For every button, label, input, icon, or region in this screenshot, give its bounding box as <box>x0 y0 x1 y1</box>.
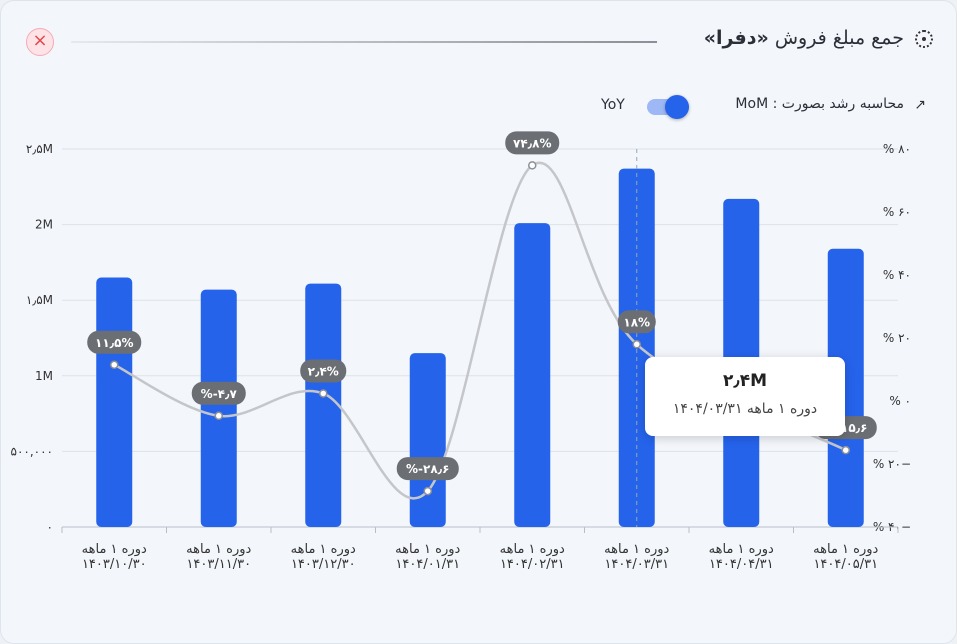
close-icon[interactable]: × <box>26 28 54 56</box>
y-tick-label-left: ۵۰۰,۰۰۰ <box>11 444 54 458</box>
growth-point <box>528 161 537 170</box>
yoy-label: YoY <box>601 97 625 113</box>
x-tick-label: دوره ۱ ماهه <box>395 542 460 557</box>
y-tick-label-right: ۴۰ % <box>883 268 911 282</box>
x-tick-label-date: ۱۴۰۴/۰۱/۳۱ <box>395 557 460 572</box>
bar <box>409 353 446 527</box>
y-tick-label-right: ۰ % <box>889 394 911 408</box>
growth-data-label: ۱۸% <box>623 315 650 329</box>
growth-data-label: ۷۴٫۸% <box>513 136 552 150</box>
growth-point <box>423 486 432 496</box>
x-tick-label-date: ۱۴۰۴/۰۳/۳۱ <box>604 557 669 572</box>
x-tick-label: دوره ۱ ماهه <box>500 542 565 557</box>
growth-data-label: %-۴٫۷ <box>201 387 238 401</box>
title-divider <box>71 41 657 43</box>
growth-point <box>841 445 850 455</box>
growth-label-bg <box>617 310 656 334</box>
y-tick-label-right: ۸۰ % <box>883 142 911 156</box>
page-title: جمع مبلغ فروش «دفرا» <box>704 27 904 49</box>
toggle-knob[interactable] <box>665 95 689 119</box>
y-tick-label-left: ۲٫۵M <box>26 142 53 156</box>
dotted-circle-icon <box>915 30 933 48</box>
bar <box>514 223 551 527</box>
x-tick-label-date: ۱۴۰۳/۱۲/۳۰ <box>291 557 356 572</box>
growth-point <box>110 360 119 370</box>
tooltip-period: دوره ۱ ماهه ۱۴۰۴/۰۳/۳۱ <box>672 401 818 417</box>
y-tick-label-right: −۲۰ % <box>873 457 911 471</box>
bar <box>827 248 864 528</box>
x-tick-label-date: ۱۴۰۳/۱۱/۳۰ <box>186 557 251 572</box>
growth-label-bg <box>505 131 560 155</box>
growth-point <box>632 340 641 349</box>
growth-label-bg <box>87 330 142 354</box>
growth-label-bg <box>300 359 347 383</box>
trend-arrow-icon: ↗ <box>914 97 926 113</box>
bar <box>96 277 133 527</box>
y-tick-label-right: ۲۰ % <box>883 331 911 345</box>
chart-tooltip: ۲٫۴M دوره ۱ ماهه ۱۴۰۴/۰۳/۳۱ <box>645 357 845 436</box>
x-tick-label: دوره ۱ ماهه <box>82 542 147 557</box>
title-bold: «دفرا» <box>703 27 769 49</box>
x-tick-label-date: ۱۴۰۴/۰۴/۳۱ <box>709 557 774 572</box>
growth-point <box>214 411 223 421</box>
x-tick-label: دوره ۱ ماهه <box>709 542 774 557</box>
tooltip-value: ۲٫۴M <box>722 371 768 391</box>
x-tick-label: دوره ۱ ماهه <box>604 542 669 557</box>
x-tick-label: دوره ۱ ماهه <box>186 542 251 557</box>
y-tick-label-left: 2M <box>35 218 53 232</box>
x-tick-label: دوره ۱ ماهه <box>813 542 878 557</box>
y-tick-label-right: ۶۰ % <box>883 205 911 219</box>
x-tick-label-date: ۱۴۰۴/۰۲/۳۱ <box>500 557 565 572</box>
growth-point <box>319 389 328 398</box>
y-tick-label-left: ۰ <box>47 520 53 534</box>
growth-label: محاسبه رشد بصورت : MoM <box>735 96 904 112</box>
x-tick-label-date: ۱۴۰۳/۱۰/۳۰ <box>82 557 147 572</box>
y-tick-label-left: 1M <box>35 369 53 383</box>
growth-data-label: ۲٫۴% <box>308 364 339 378</box>
bar <box>305 283 342 527</box>
bar <box>200 289 237 527</box>
x-tick-label-date: ۱۴۰۴/۰۵/۳۱ <box>813 557 878 572</box>
title-main: جمع مبلغ فروش <box>774 27 904 49</box>
growth-data-label: ۱۱٫۵% <box>95 336 134 350</box>
growth-label-bg <box>396 457 459 481</box>
growth-mode-toggle[interactable] <box>647 95 689 119</box>
growth-data-label: %-۲۸٫۶ <box>406 462 449 476</box>
y-tick-label-left: ۱٫۵M <box>26 293 53 307</box>
x-tick-label: دوره ۱ ماهه <box>291 542 356 557</box>
growth-label-bg <box>191 381 246 405</box>
